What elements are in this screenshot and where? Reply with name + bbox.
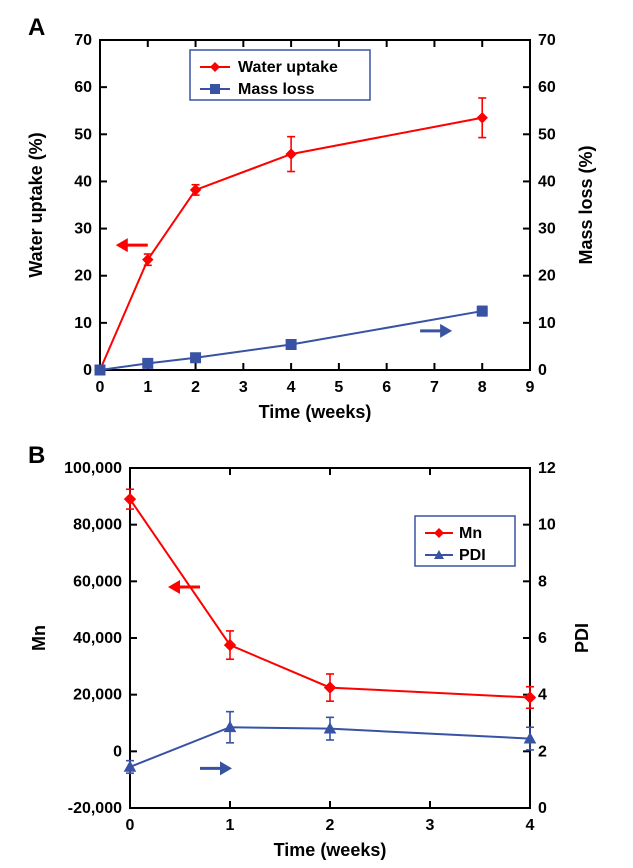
svg-text:1: 1: [226, 817, 235, 834]
svg-text:8: 8: [538, 573, 547, 590]
svg-text:80,000: 80,000: [73, 517, 122, 534]
svg-text:9: 9: [526, 379, 535, 396]
svg-text:40,000: 40,000: [73, 630, 122, 647]
svg-text:100,000: 100,000: [64, 460, 122, 477]
svg-text:Time (weeks): Time (weeks): [259, 402, 372, 422]
svg-text:Mn: Mn: [459, 525, 482, 542]
svg-text:Time (weeks): Time (weeks): [274, 840, 387, 860]
svg-text:0: 0: [83, 362, 92, 379]
svg-text:2: 2: [191, 379, 200, 396]
svg-text:3: 3: [239, 379, 248, 396]
figure-container: A 01234567890102030405060700102030405060…: [0, 0, 633, 868]
svg-text:6: 6: [538, 630, 547, 647]
svg-text:70: 70: [74, 32, 92, 49]
svg-text:PDI: PDI: [572, 623, 592, 653]
svg-text:4: 4: [287, 379, 296, 396]
svg-text:60,000: 60,000: [73, 573, 122, 590]
svg-text:60: 60: [74, 79, 92, 96]
svg-text:30: 30: [538, 221, 556, 238]
svg-text:0: 0: [126, 817, 135, 834]
svg-text:40: 40: [74, 173, 92, 190]
svg-text:2: 2: [326, 817, 335, 834]
panel-a-chart: 0123456789010203040506070010203040506070…: [0, 10, 633, 430]
svg-text:Water uptake: Water uptake: [238, 59, 338, 76]
svg-text:40: 40: [538, 173, 556, 190]
svg-text:50: 50: [538, 126, 556, 143]
panel-b-chart: 01234-20,000020,00040,00060,00080,000100…: [0, 440, 633, 868]
svg-text:5: 5: [334, 379, 343, 396]
svg-text:30: 30: [74, 221, 92, 238]
svg-text:-20,000: -20,000: [68, 800, 122, 817]
svg-text:0: 0: [538, 800, 547, 817]
svg-text:50: 50: [74, 126, 92, 143]
svg-text:12: 12: [538, 460, 556, 477]
svg-text:Mn: Mn: [29, 625, 49, 651]
svg-text:4: 4: [538, 687, 547, 704]
svg-text:20: 20: [74, 268, 92, 285]
svg-text:10: 10: [74, 315, 92, 332]
svg-text:4: 4: [526, 817, 535, 834]
svg-text:10: 10: [538, 315, 556, 332]
svg-text:70: 70: [538, 32, 556, 49]
svg-text:1: 1: [143, 379, 152, 396]
svg-text:0: 0: [538, 362, 547, 379]
svg-text:0: 0: [96, 379, 105, 396]
svg-text:2: 2: [538, 743, 547, 760]
svg-text:6: 6: [382, 379, 391, 396]
svg-text:3: 3: [426, 817, 435, 834]
svg-text:7: 7: [430, 379, 439, 396]
svg-text:Water uptake (%): Water uptake (%): [26, 132, 46, 277]
svg-text:60: 60: [538, 79, 556, 96]
svg-text:20: 20: [538, 268, 556, 285]
svg-text:Mass loss: Mass loss: [238, 81, 315, 98]
svg-text:PDI: PDI: [459, 547, 486, 564]
svg-text:8: 8: [478, 379, 487, 396]
svg-text:Mass loss (%): Mass loss (%): [576, 145, 596, 264]
svg-text:10: 10: [538, 517, 556, 534]
svg-text:0: 0: [113, 743, 122, 760]
svg-text:20,000: 20,000: [73, 687, 122, 704]
